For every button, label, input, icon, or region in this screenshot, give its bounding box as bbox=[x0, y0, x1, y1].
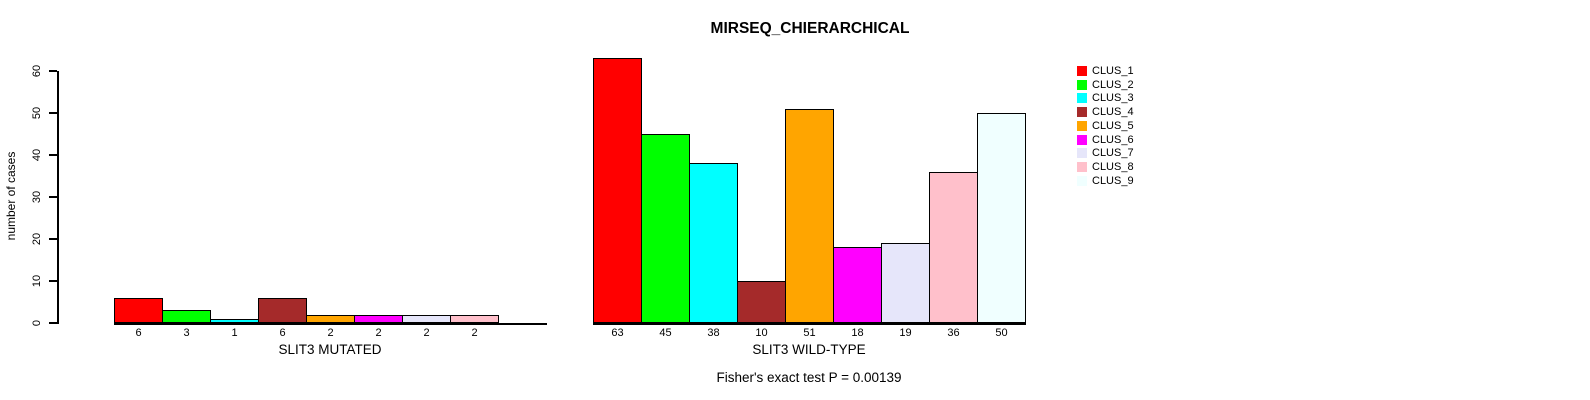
y-axis-tick bbox=[49, 112, 57, 114]
legend-swatch bbox=[1077, 120, 1087, 131]
legend-label: CLUS_8 bbox=[1092, 161, 1134, 174]
legend-label: CLUS_2 bbox=[1092, 78, 1134, 91]
legend-swatch bbox=[1077, 65, 1087, 76]
bar-clus_4 bbox=[737, 281, 786, 323]
bar-value-label: 19 bbox=[899, 327, 912, 339]
bar-value-label: 38 bbox=[707, 327, 720, 339]
y-axis-tick bbox=[49, 154, 57, 156]
bar-value-label: 2 bbox=[471, 327, 478, 339]
legend-swatch bbox=[1077, 175, 1087, 186]
legend-label: CLUS_6 bbox=[1092, 133, 1134, 146]
bar-clus_8 bbox=[929, 171, 978, 323]
bar-clus_6 bbox=[833, 247, 882, 323]
x-axis-title: SLIT3 MUTATED bbox=[278, 342, 382, 357]
legend-item: CLUS_9 bbox=[1077, 174, 1134, 188]
bar-value-label: 10 bbox=[755, 327, 768, 339]
legend-item: CLUS_2 bbox=[1077, 78, 1134, 92]
bar-clus_2 bbox=[641, 134, 690, 323]
legend-label: CLUS_4 bbox=[1092, 106, 1134, 119]
legend-label: CLUS_9 bbox=[1092, 174, 1134, 187]
legend-item: CLUS_8 bbox=[1077, 160, 1134, 174]
bar-value-label: 36 bbox=[947, 327, 960, 339]
legend-item: CLUS_3 bbox=[1077, 92, 1134, 106]
y-axis-tick-label: 0 bbox=[31, 319, 43, 327]
bar-clus_9 bbox=[977, 113, 1026, 323]
legend-item: CLUS_6 bbox=[1077, 133, 1134, 147]
legend-swatch bbox=[1077, 79, 1087, 90]
chart-title: MIRSEQ_CHIERARCHICAL bbox=[710, 20, 910, 37]
y-axis-tick-label: 50 bbox=[31, 106, 43, 120]
bar-clus_7 bbox=[402, 314, 451, 323]
legend-swatch bbox=[1077, 107, 1087, 118]
bar-value-label: 51 bbox=[803, 327, 816, 339]
bar-value-label: 2 bbox=[327, 327, 334, 339]
legend-swatch bbox=[1077, 134, 1087, 145]
y-axis-tick-label: 60 bbox=[31, 64, 43, 78]
bar-clus_7 bbox=[881, 243, 930, 323]
bar-clus_8 bbox=[450, 314, 499, 323]
bar-clus_1 bbox=[114, 297, 163, 323]
y-axis-tick-label: 20 bbox=[31, 232, 43, 246]
legend-item: CLUS_1 bbox=[1077, 64, 1134, 78]
bar-clus_3 bbox=[210, 318, 259, 323]
legend-swatch bbox=[1077, 162, 1087, 173]
y-axis-tick bbox=[49, 238, 57, 240]
y-axis-title: number of cases bbox=[4, 151, 18, 241]
y-axis-tick-label: 40 bbox=[31, 148, 43, 162]
bar-value-label: 2 bbox=[423, 327, 430, 339]
bar-value-label: 45 bbox=[659, 327, 672, 339]
y-axis-tick bbox=[49, 196, 57, 198]
y-axis-tick bbox=[49, 322, 57, 324]
legend-item: CLUS_4 bbox=[1077, 105, 1134, 119]
bar-value-label: 6 bbox=[279, 327, 286, 339]
y-axis-line bbox=[57, 71, 59, 324]
x-axis-line bbox=[114, 323, 547, 325]
bar-value-label: 50 bbox=[995, 327, 1008, 339]
y-axis-tick-label: 10 bbox=[31, 274, 43, 288]
legend-item: CLUS_7 bbox=[1077, 147, 1134, 161]
bar-value-label: 18 bbox=[851, 327, 864, 339]
bar-clus_6 bbox=[354, 314, 403, 323]
x-axis-line bbox=[593, 323, 1026, 325]
bar-value-label: 1 bbox=[231, 327, 238, 339]
legend: CLUS_1 CLUS_2 CLUS_3 CLUS_4 CLUS_5 CLUS_6 CLUS… bbox=[1077, 64, 1134, 188]
y-axis-tick bbox=[49, 280, 57, 282]
legend-swatch bbox=[1077, 148, 1087, 159]
bar-value-label: 2 bbox=[375, 327, 382, 339]
bar-value-label: 3 bbox=[183, 327, 190, 339]
y-axis-tick bbox=[49, 70, 57, 72]
legend-label: CLUS_7 bbox=[1092, 147, 1134, 160]
fisher-test-note: Fisher's exact test P = 0.00139 bbox=[716, 370, 902, 385]
bar-clus_3 bbox=[689, 163, 738, 323]
legend-label: CLUS_1 bbox=[1092, 64, 1134, 77]
bar-value-label: 63 bbox=[611, 327, 624, 339]
legend-item: CLUS_5 bbox=[1077, 119, 1134, 133]
bar-clus_5 bbox=[306, 314, 355, 323]
bar-clus_5 bbox=[785, 108, 834, 323]
legend-label: CLUS_3 bbox=[1092, 92, 1134, 105]
bar-value-label: 6 bbox=[135, 327, 142, 339]
legend-swatch bbox=[1077, 93, 1087, 104]
bar-clus_2 bbox=[162, 310, 211, 323]
x-axis-title: SLIT3 WILD-TYPE bbox=[752, 342, 866, 357]
y-axis-tick-label: 30 bbox=[31, 190, 43, 204]
legend-label: CLUS_5 bbox=[1092, 119, 1134, 132]
bar-clus_1 bbox=[593, 58, 642, 323]
bar-clus_4 bbox=[258, 297, 307, 323]
